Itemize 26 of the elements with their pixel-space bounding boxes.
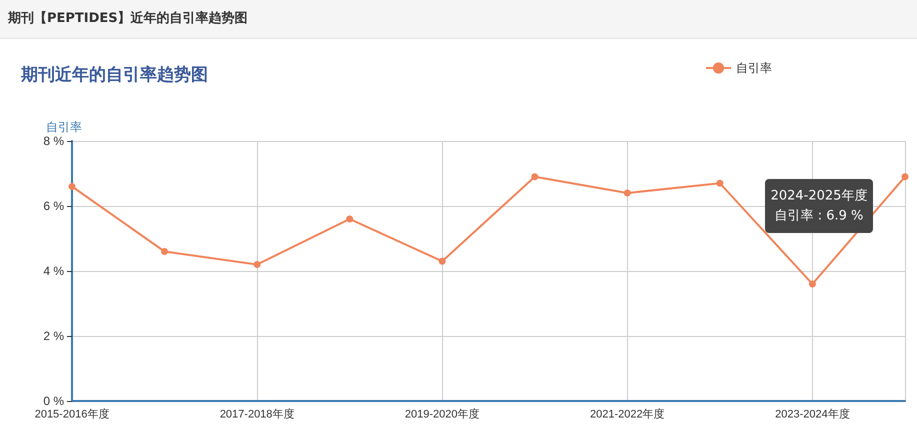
point xyxy=(902,173,908,180)
annotation: 2024-2025年度 xyxy=(770,188,868,204)
y-tick-label: 4 % xyxy=(43,264,64,278)
point xyxy=(808,280,816,288)
y-tick-label: 8 % xyxy=(43,134,64,148)
annotation: 自引率 : 6.9 % xyxy=(774,208,864,224)
x-tick-label: 2023-2024年度 xyxy=(775,408,850,420)
chart-subtitle: 期刊近年的自引率趋势图 xyxy=(20,65,208,84)
x-tick-label: 2021-2022年度 xyxy=(590,408,665,420)
y-axis-title: 自引率 xyxy=(46,120,82,134)
y-tick-label: 6 % xyxy=(43,199,64,213)
x-tick-label: 2019-2020年度 xyxy=(404,408,480,420)
x-tick-label: 2015-2016年度 xyxy=(34,408,110,420)
chart-title: 期刊【PEPTIDES】近年的自引率趋势图 xyxy=(0,0,917,39)
point xyxy=(161,248,168,255)
point xyxy=(531,173,538,180)
point xyxy=(716,180,724,187)
x-tick-label: 2017-2018年度 xyxy=(220,408,294,420)
point xyxy=(438,258,446,265)
point xyxy=(346,216,354,222)
y-tick-label: 2 % xyxy=(43,329,64,343)
y-tick-label: 0 % xyxy=(43,394,64,408)
point xyxy=(68,183,76,190)
point xyxy=(254,261,261,268)
legend-label: 自引率 xyxy=(736,61,772,75)
point xyxy=(624,190,631,196)
